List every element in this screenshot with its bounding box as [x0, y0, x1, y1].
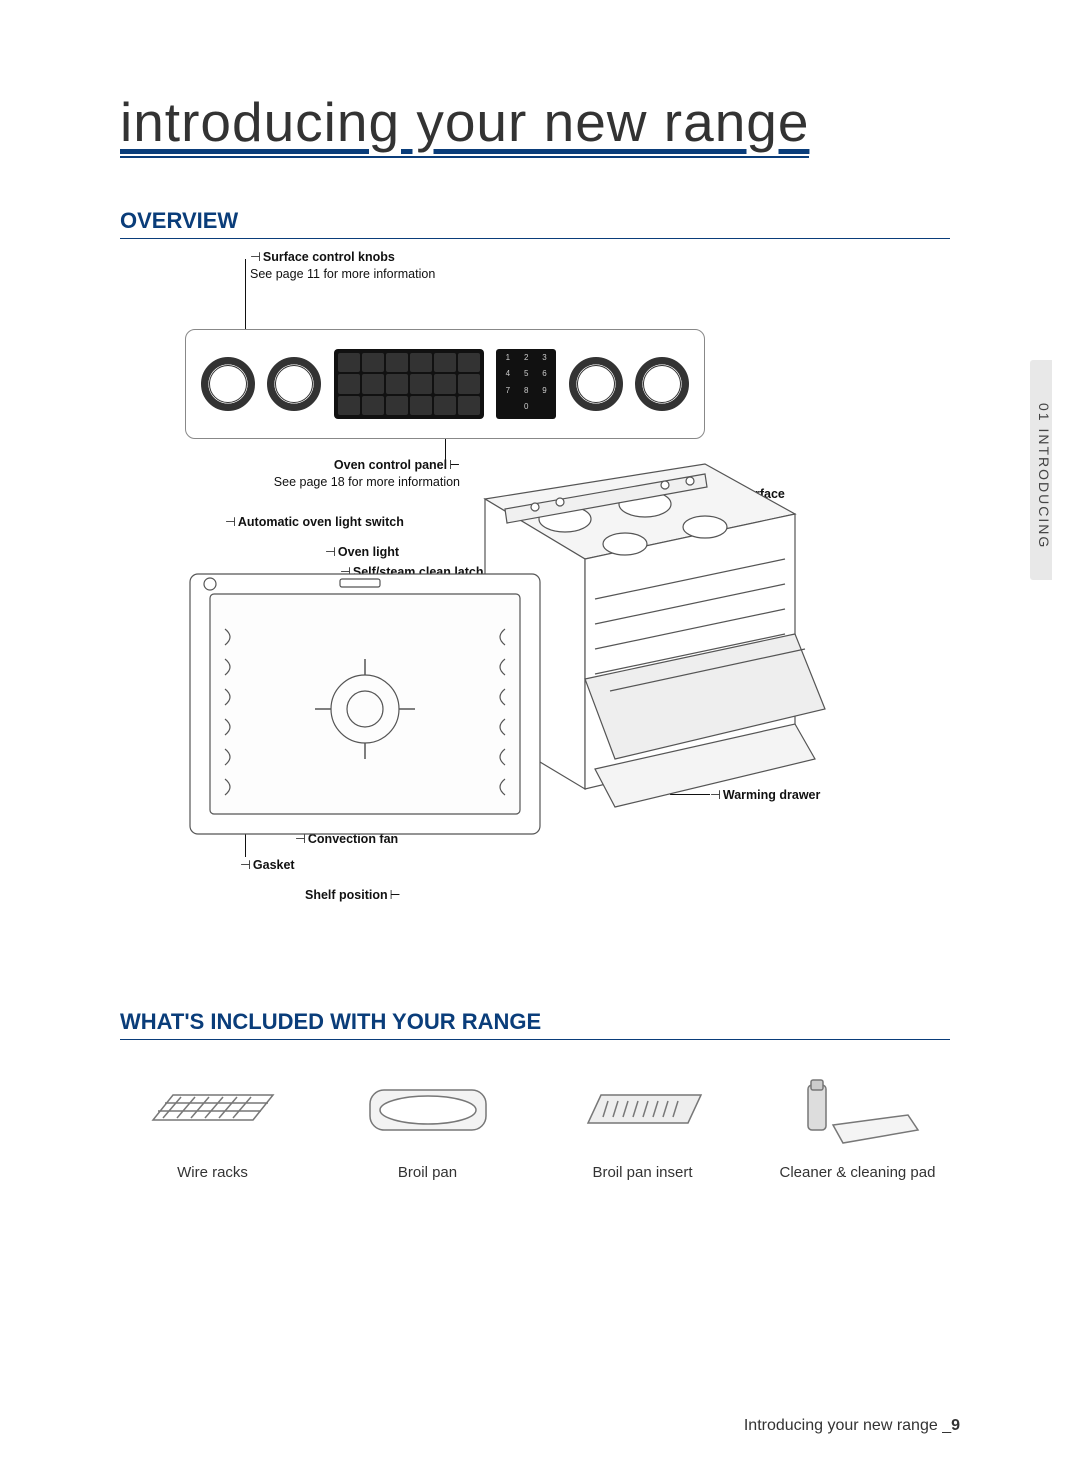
included-item: Broil pan insert [550, 1075, 735, 1183]
callout-shelf-position: Shelf position [305, 887, 401, 904]
item-label: Wire racks [120, 1163, 305, 1183]
knob-icon [201, 357, 255, 411]
page-number: 9 [951, 1417, 960, 1434]
knob-icon [635, 357, 689, 411]
page-title: introducing your new range [120, 90, 809, 158]
broil-pan-icon [358, 1075, 498, 1145]
knob-icon [569, 357, 623, 411]
overview-diagram: Surface control knobs See page 11 for mo… [145, 269, 925, 969]
item-label: Broil pan insert [550, 1163, 735, 1183]
page-footer: Introducing your new range _9 [744, 1417, 960, 1435]
callout-label: Oven control panel [334, 458, 447, 472]
callout-sub: See page 18 for more information [274, 475, 460, 489]
broil-pan-insert-icon [573, 1075, 713, 1145]
keypad-icon: 123 456 789 0 [496, 349, 556, 419]
wire-racks-icon [143, 1075, 283, 1145]
footer-text: Introducing your new range _ [744, 1417, 951, 1434]
side-tab: 01 INTRODUCING [1030, 360, 1052, 580]
included-items-row: Wire racks Broil pan [120, 1075, 950, 1183]
callout-sub: See page 11 for more information [250, 267, 435, 281]
included-item: Wire racks [120, 1075, 305, 1183]
cleaner-icon [788, 1075, 928, 1145]
knob-icon [267, 357, 321, 411]
included-heading: WHAT'S INCLUDED WITH YOUR RANGE [120, 1009, 950, 1040]
page-content: introducing your new range OVERVIEW Surf… [120, 90, 950, 1183]
item-label: Cleaner & cleaning pad [765, 1163, 950, 1183]
control-panel-illustration: 123 456 789 0 [185, 329, 705, 439]
callout-label: Surface control knobs [250, 250, 395, 264]
callout-label: Automatic oven light switch [225, 515, 404, 529]
included-item: Cleaner & cleaning pad [765, 1075, 950, 1183]
callout-label: Shelf position [305, 888, 388, 902]
callout-surface-knobs: Surface control knobs See page 11 for mo… [250, 249, 435, 283]
callout-auto-light: Automatic oven light switch [225, 514, 404, 531]
leader-line [245, 259, 246, 339]
item-label: Broil pan [335, 1163, 520, 1183]
included-item: Broil pan [335, 1075, 520, 1183]
overview-heading: OVERVIEW [120, 208, 950, 239]
oven-front-illustration [185, 549, 545, 869]
callout-oven-control-panel: Oven control panel See page 18 for more … [260, 457, 460, 491]
display-icon [334, 349, 484, 419]
